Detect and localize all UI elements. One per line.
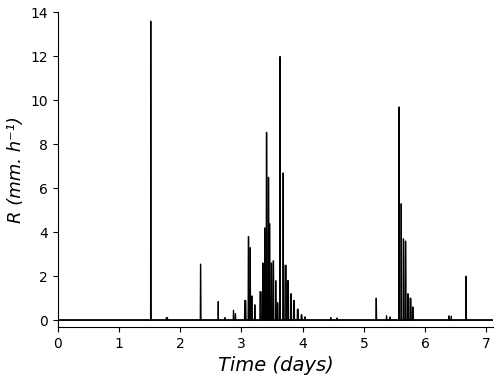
Y-axis label: R (mm. h⁻¹): R (mm. h⁻¹) — [7, 116, 25, 223]
X-axis label: Time (days): Time (days) — [218, 356, 334, 375]
